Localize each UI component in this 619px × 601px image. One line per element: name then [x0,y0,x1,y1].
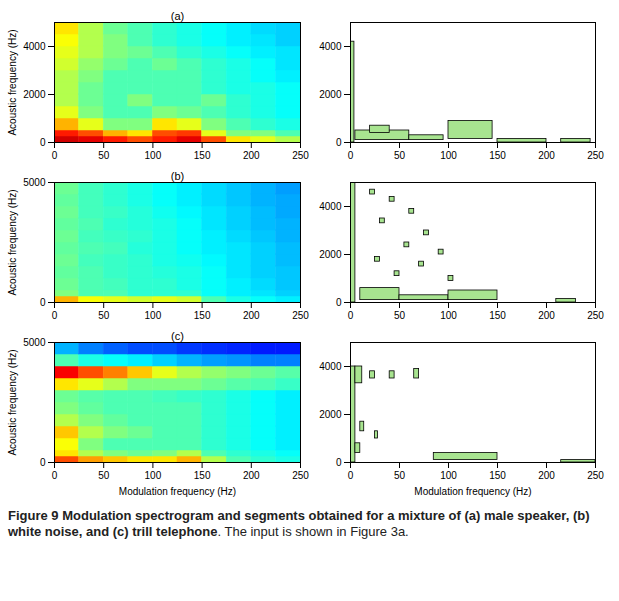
svg-text:5000: 5000 [23,177,46,188]
svg-text:150: 150 [489,470,506,481]
svg-text:250: 250 [587,310,604,321]
svg-text:100: 100 [145,150,162,161]
svg-text:250: 250 [587,150,604,161]
svg-text:Acoustic frequency (Hz): Acoustic frequency (Hz) [7,29,18,135]
svg-text:200: 200 [538,470,555,481]
svg-text:200: 200 [243,470,260,481]
svg-text:0: 0 [336,297,342,308]
html-text:Figure 9 Modulation spectrogra: Figure 9 Modulation spectrogram and segm… [8,508,590,539]
svg-text:0: 0 [52,310,58,321]
svg-text:0: 0 [52,470,58,481]
svg-text:200: 200 [243,310,260,321]
svg-text:0: 0 [52,150,58,161]
svg-text:200: 200 [243,150,260,161]
svg-text:50: 50 [394,470,406,481]
svg-text:150: 150 [194,150,211,161]
svg-text:50: 50 [98,310,110,321]
svg-text:0: 0 [336,137,342,148]
svg-text:Acoustic frequency (Hz): Acoustic frequency (Hz) [7,189,18,295]
svg-text:4000: 4000 [319,41,342,52]
svg-text:50: 50 [98,150,110,161]
svg-text:50: 50 [394,310,406,321]
svg-text:2000: 2000 [319,249,342,260]
svg-text:150: 150 [194,310,211,321]
svg-text:0: 0 [40,297,46,308]
svg-text:150: 150 [489,310,506,321]
svg-text:4000: 4000 [23,41,46,52]
svg-text:(a): (a) [171,10,184,22]
svg-text:0: 0 [348,470,354,481]
svg-text:0: 0 [40,457,46,468]
svg-text:100: 100 [145,470,162,481]
svg-text:200: 200 [538,310,555,321]
svg-text:4000: 4000 [319,201,342,212]
svg-text:50: 50 [98,470,110,481]
svg-text:(b): (b) [171,170,184,182]
svg-text:2000: 2000 [319,409,342,420]
svg-text:250: 250 [292,150,309,161]
svg-text:4000: 4000 [319,361,342,372]
svg-text:250: 250 [292,310,309,321]
svg-text:2000: 2000 [23,89,46,100]
svg-text:Modulation frequency (Hz): Modulation frequency (Hz) [119,486,236,497]
svg-text:250: 250 [587,470,604,481]
svg-text:50: 50 [394,150,406,161]
svg-text:0: 0 [336,457,342,468]
svg-text:150: 150 [489,150,506,161]
svg-text:0: 0 [348,150,354,161]
svg-text:100: 100 [440,470,457,481]
svg-text:100: 100 [440,310,457,321]
svg-text:100: 100 [145,310,162,321]
svg-text:0: 0 [40,137,46,148]
svg-text:250: 250 [292,470,309,481]
svg-text:200: 200 [538,150,555,161]
svg-text:0: 0 [348,310,354,321]
svg-text:5000: 5000 [23,337,46,348]
svg-text:2000: 2000 [319,89,342,100]
svg-text:150: 150 [194,470,211,481]
svg-text:(c): (c) [171,330,184,342]
svg-text:Modulation frequency (Hz): Modulation frequency (Hz) [414,486,531,497]
svg-text:Acoustic frequency (Hz): Acoustic frequency (Hz) [7,349,18,455]
svg-text:100: 100 [440,150,457,161]
